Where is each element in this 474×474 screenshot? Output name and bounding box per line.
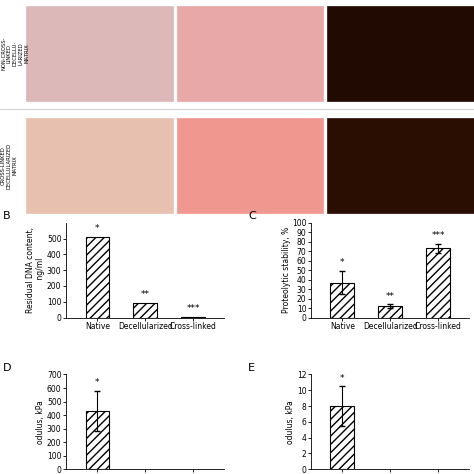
Text: *: * xyxy=(340,258,345,267)
Y-axis label: odulus, kPa: odulus, kPa xyxy=(286,400,295,444)
Text: **: ** xyxy=(386,292,395,301)
Bar xyxy=(177,6,323,101)
Text: CROSS-LINKED
DECELLULARIZED
MATRIX: CROSS-LINKED DECELLULARIZED MATRIX xyxy=(1,142,18,189)
Text: **: ** xyxy=(141,290,150,299)
Text: D: D xyxy=(3,363,12,373)
Bar xyxy=(133,302,157,318)
Text: B: B xyxy=(3,211,11,221)
Bar xyxy=(426,248,450,318)
Bar xyxy=(26,6,173,101)
Bar xyxy=(85,237,109,318)
Bar xyxy=(85,411,109,469)
Text: NON-CROSS-
LINKED
DECELLU-
LARIZED
MATRIX: NON-CROSS- LINKED DECELLU- LARIZED MATRI… xyxy=(1,37,29,70)
Text: *: * xyxy=(95,224,100,233)
Bar xyxy=(328,118,474,213)
Y-axis label: odulus, kPa: odulus, kPa xyxy=(36,400,46,444)
Text: ***: *** xyxy=(431,231,445,240)
Bar xyxy=(328,6,474,101)
Text: C: C xyxy=(248,211,256,221)
Text: ***: *** xyxy=(186,304,200,313)
Bar xyxy=(330,283,355,318)
Bar xyxy=(26,118,173,213)
Y-axis label: Proteolytic stability, %: Proteolytic stability, % xyxy=(282,227,291,313)
Bar xyxy=(378,306,402,318)
Text: *: * xyxy=(95,378,100,387)
Bar xyxy=(177,118,323,213)
Y-axis label: Residual DNA content,
 ng/ml: Residual DNA content, ng/ml xyxy=(26,227,46,313)
Bar xyxy=(330,406,355,469)
Text: E: E xyxy=(248,363,255,373)
Text: *: * xyxy=(340,374,345,383)
